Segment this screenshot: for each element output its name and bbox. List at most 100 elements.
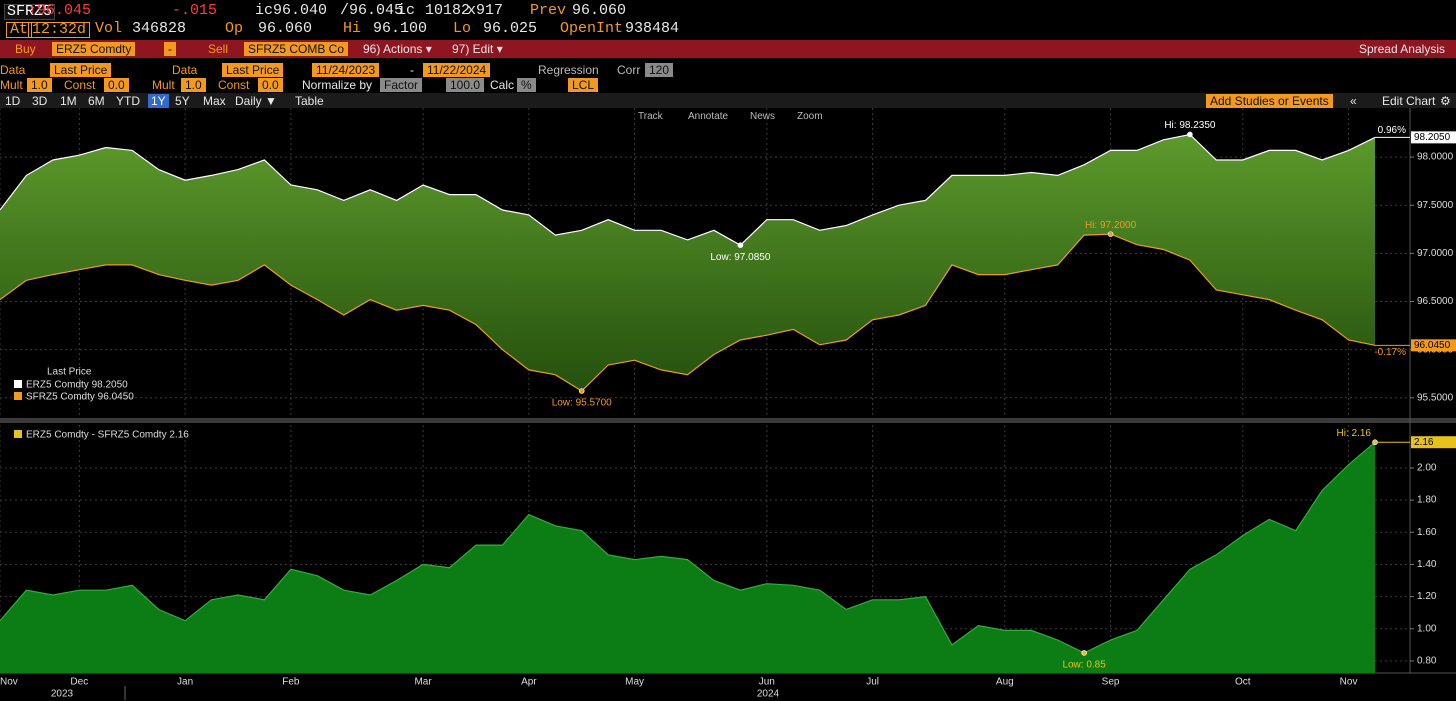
settings-row1-item[interactable]: Data <box>0 63 26 77</box>
settings-row2-item[interactable]: 1.0 <box>181 78 206 92</box>
settings-row1-item[interactable]: 120 <box>645 63 674 77</box>
range-bar <box>0 93 1456 108</box>
last-value-box <box>1411 436 1456 449</box>
spread-bar-item[interactable]: Spread Analysis <box>1358 42 1445 56</box>
last-value-label: 98.2050 <box>1414 132 1451 143</box>
stats-bar-item: Vol <box>95 20 123 37</box>
settings-row2-item[interactable]: Mult <box>152 78 175 92</box>
spread-bar-item[interactable]: - <box>164 42 176 56</box>
settings-row2-item[interactable]: Const <box>64 78 96 92</box>
range-row-item[interactable]: « <box>1350 94 1357 108</box>
range-row-item[interactable]: Daily ▼ <box>235 94 277 108</box>
settings-row2-item[interactable]: 100.0 <box>446 78 485 92</box>
y-tick-label: 1.60 <box>1417 527 1437 538</box>
spread-bar-item[interactable]: SFRZ5 COMB Co <box>244 42 349 56</box>
last-value-box <box>1411 339 1456 352</box>
settings-row1-item[interactable]: Regression <box>538 63 599 77</box>
settings-row2-item[interactable]: % <box>517 78 536 92</box>
range-row-item[interactable]: ⚙ <box>1440 94 1451 108</box>
low-label: Low: 97.0850 <box>710 252 770 263</box>
range-row-item[interactable]: 3D <box>32 94 48 108</box>
settings-row2-item[interactable]: Normalize by <box>302 78 373 92</box>
stats-bar-item: 12:32d <box>28 22 91 38</box>
range-row-item[interactable]: 1D <box>5 94 21 108</box>
range-row-item[interactable]: Edit Chart <box>1382 94 1436 108</box>
change-label: -0.17% <box>1374 347 1406 358</box>
y-tick-label: 1.00 <box>1417 623 1437 634</box>
spread-bar-item[interactable]: Buy <box>15 42 36 56</box>
stats-bar-item: 96.060 <box>258 20 313 37</box>
quote-bar-item: /96.045 <box>340 2 404 19</box>
spread-bar-item[interactable]: 96) Actions ▾ <box>363 42 432 56</box>
settings-row1-item[interactable]: - <box>410 63 414 77</box>
settings-row2-item[interactable]: 0.0 <box>258 78 283 92</box>
settings-row1-item[interactable]: Last Price <box>50 63 112 77</box>
settings-row2-item[interactable]: Mult <box>0 78 23 92</box>
settings-row2-item[interactable]: Calc <box>490 78 515 92</box>
y-tick-label: 97.0000 <box>1417 248 1454 259</box>
chart-tools-item[interactable]: Track <box>638 111 663 122</box>
legend-entry: SFRZ5 Comdty 96.0450 <box>26 392 134 403</box>
legend-entry: ERZ5 Comdty - SFRZ5 Comdty 2.16 <box>26 430 189 441</box>
x-tick-label: Oct <box>1235 677 1251 688</box>
settings-row2-item[interactable]: Factor <box>380 78 423 92</box>
quote-bar-item: ic <box>397 2 416 19</box>
stats-bar-item: 938484 <box>625 20 680 37</box>
settings-row2-item[interactable]: 0.0 <box>104 78 129 92</box>
last-value-label: 96.0450 <box>1414 340 1451 351</box>
x-tick-label: Jul <box>866 677 879 688</box>
range-row-item[interactable]: 1Y <box>148 94 169 108</box>
spread-fill <box>0 134 1375 392</box>
settings-row1-item[interactable]: Data <box>172 63 198 77</box>
hi-label: Hi: 2.16 <box>1337 428 1372 439</box>
settings-row1-item[interactable]: 11/24/2023 <box>312 63 380 77</box>
x-tick-label: Feb <box>282 677 300 688</box>
settings-row2-item[interactable]: 1.0 <box>27 78 52 92</box>
last-value-box <box>1411 131 1456 144</box>
settings-row2-item[interactable]: LCL <box>568 78 599 92</box>
x-tick-label: Nov <box>1340 677 1358 688</box>
spread-bar-item[interactable]: Sell <box>208 42 229 56</box>
change-label: 0.96% <box>1378 125 1406 136</box>
quote-bar-item: Prev <box>530 2 567 19</box>
range-row-item[interactable]: Add Studies or Events <box>1206 94 1333 108</box>
settings-row2-item[interactable]: Const <box>218 78 250 92</box>
settings-row1-item[interactable]: Corr <box>617 63 641 77</box>
quote-bar-item: x917 <box>467 2 504 19</box>
stats-bar-item: Hi <box>343 20 362 37</box>
range-row-item[interactable]: 1M <box>60 94 77 108</box>
stats-bar-item: 96.025 <box>483 20 538 37</box>
stats-bar-item: OpenInt <box>560 20 624 37</box>
legend-swatch <box>14 392 22 400</box>
quote-bar-item: ic96.040 <box>255 2 328 19</box>
hi-label: Hi: 98.2350 <box>1164 120 1216 131</box>
stats-bar-item: At <box>6 22 33 38</box>
chart-tools-item[interactable]: Annotate <box>688 111 729 122</box>
range-row-item[interactable]: Table <box>295 94 324 108</box>
range-row-item[interactable]: 5Y <box>175 94 190 108</box>
range-row-item[interactable]: 6M <box>88 94 105 108</box>
settings-row1-item[interactable]: Last Price <box>222 63 284 77</box>
spread-bar-item[interactable]: 97) Edit ▾ <box>452 42 503 56</box>
chart-tools-item[interactable]: News <box>750 111 776 122</box>
y-tick-label: 0.80 <box>1417 656 1437 667</box>
quote-bar-item: 10182 <box>425 2 471 19</box>
hi-label: Hi: 97.2000 <box>1085 220 1137 231</box>
extreme-point <box>578 388 585 394</box>
x-tick-label: Apr <box>521 677 537 688</box>
x-tick-label: Nov <box>0 677 18 688</box>
chart-tools-item[interactable]: Zoom <box>797 111 823 122</box>
extreme-point <box>1187 131 1193 138</box>
series-area <box>0 442 1375 673</box>
series-line <box>0 133 1376 246</box>
range-row-item[interactable]: YTD <box>116 94 140 108</box>
panel-divider <box>0 418 1456 423</box>
year-label: 2023 <box>51 689 74 700</box>
legend-swatch <box>14 380 22 388</box>
spread-bar-item[interactable]: ERZ5 Comdty <box>52 42 136 56</box>
settings-row1-item[interactable]: 11/22/2024 <box>423 63 491 77</box>
quote-bar-item: SFRZ5 <box>4 4 56 20</box>
range-row-item[interactable]: Max <box>203 94 226 108</box>
legend-title: Last Price <box>47 367 92 378</box>
